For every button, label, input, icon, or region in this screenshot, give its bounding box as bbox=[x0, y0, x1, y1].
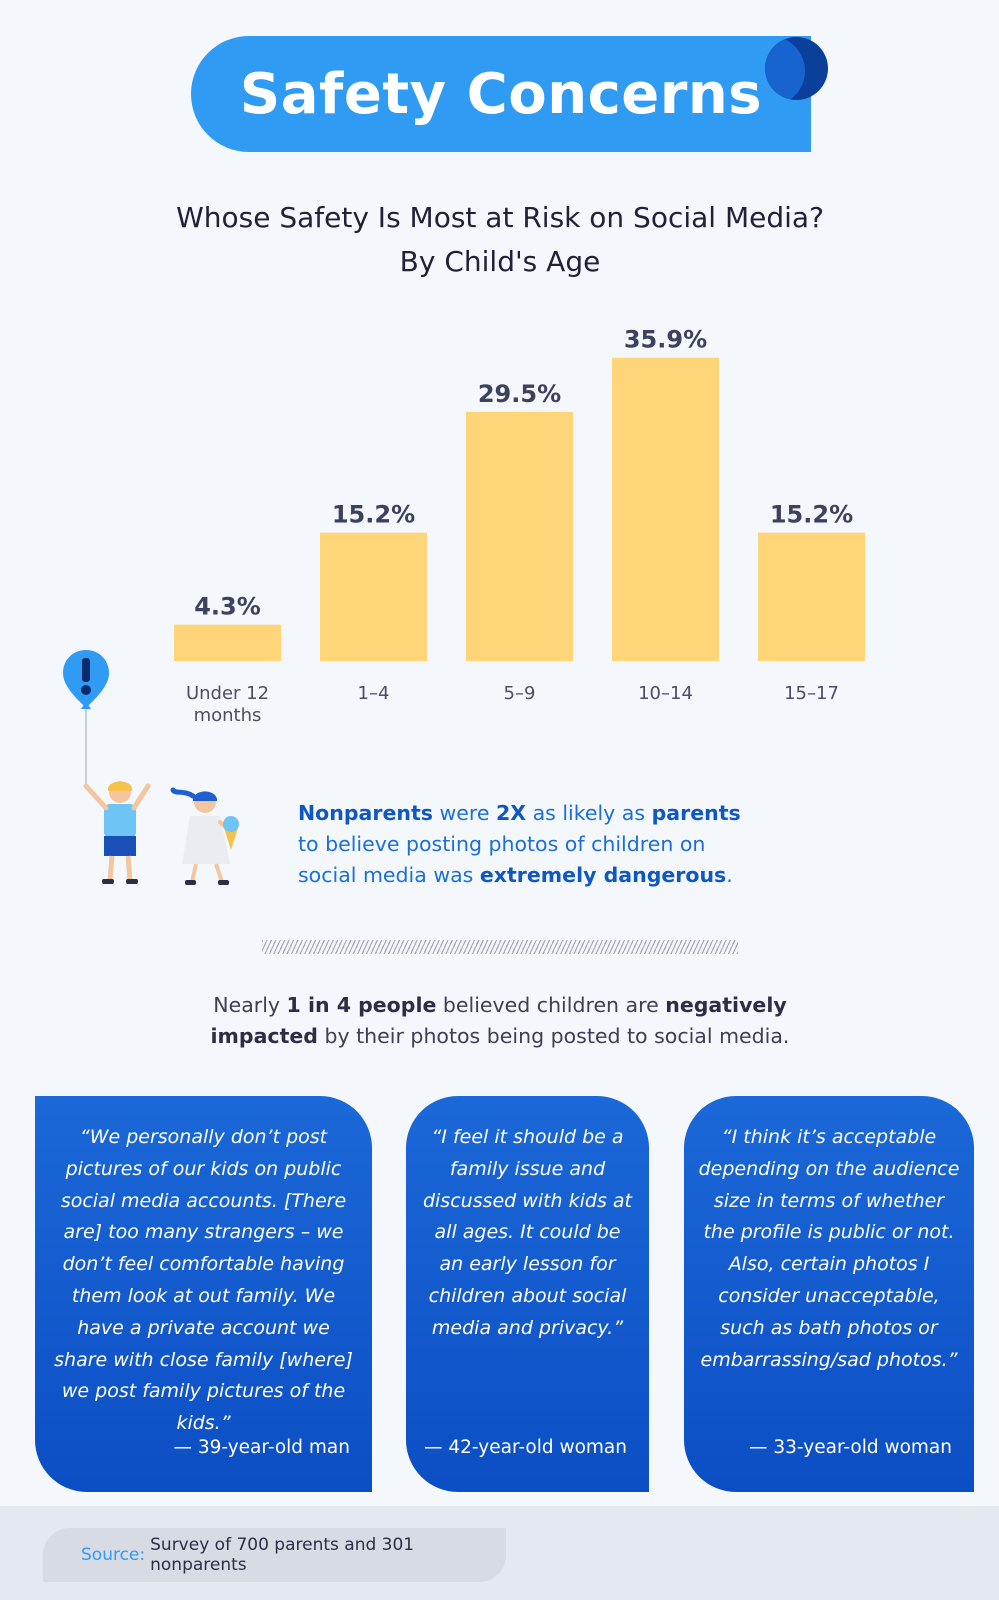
source-label: Source: bbox=[81, 1545, 146, 1565]
quote-text: “I think it’s acceptable depending on th… bbox=[698, 1126, 960, 1371]
callout-part: as likely as bbox=[526, 801, 652, 825]
quote-text: “I feel it should be a family issue and … bbox=[422, 1126, 633, 1339]
callout-text: Nonparents were 2X as likely as parents … bbox=[298, 798, 758, 891]
callout-part: Nonparents bbox=[298, 801, 433, 825]
chart-title-line2: By Child's Age bbox=[399, 245, 601, 278]
kids-illustration-icon bbox=[83, 781, 239, 885]
quote-text: “We personally don’t post pictures of ou… bbox=[54, 1126, 353, 1435]
data-label: 15.2% bbox=[332, 501, 415, 529]
bar bbox=[758, 532, 865, 661]
stat-part: negatively impacted bbox=[210, 993, 787, 1048]
chart-title-line1: Whose Safety Is Most at Risk on Social M… bbox=[176, 201, 824, 234]
quote-attribution: — 33-year-old woman bbox=[749, 1437, 952, 1458]
data-label: 15.2% bbox=[770, 501, 853, 529]
category-label: 1–4 bbox=[358, 683, 390, 704]
data-label: 35.9% bbox=[624, 326, 707, 354]
quote-attribution: — 39-year-old man bbox=[173, 1437, 350, 1458]
category-label: 10–14 bbox=[638, 683, 693, 704]
quote-card: “I think it’s acceptable depending on th… bbox=[684, 1096, 974, 1492]
source-note: Source: Survey of 700 parents and 301 no… bbox=[43, 1528, 506, 1582]
category-label: Under 12 bbox=[186, 683, 269, 704]
quote-card: “I feel it should be a family issue and … bbox=[406, 1096, 649, 1492]
stat-part: 1 in 4 people bbox=[286, 993, 437, 1017]
category-label: months bbox=[194, 705, 262, 726]
alert-balloon-icon bbox=[63, 650, 109, 786]
page-title: Safety Concerns bbox=[239, 61, 763, 127]
divider bbox=[262, 940, 738, 954]
bar bbox=[320, 532, 427, 661]
bar bbox=[174, 624, 281, 661]
callout-part: were bbox=[432, 801, 496, 825]
header-decor-circle bbox=[765, 37, 828, 100]
stat-text: Nearly 1 in 4 people believed children a… bbox=[160, 990, 840, 1052]
quote-card: “We personally don’t post pictures of ou… bbox=[35, 1096, 372, 1492]
callout-part: 2X bbox=[495, 801, 527, 825]
category-label: 15–17 bbox=[784, 683, 839, 704]
callout-part: parents bbox=[651, 801, 741, 825]
callout-part: . bbox=[726, 863, 733, 887]
data-label: 4.3% bbox=[194, 593, 261, 621]
bar bbox=[466, 411, 573, 661]
data-label: 29.5% bbox=[478, 380, 561, 408]
callout-part: extremely dangerous bbox=[479, 863, 727, 887]
stat-part: by their photos being posted to social m… bbox=[317, 1024, 790, 1048]
stat-part: Nearly bbox=[213, 993, 287, 1017]
quote-attribution: — 42-year-old woman bbox=[424, 1437, 627, 1458]
source-text: Survey of 700 parents and 301 nonparents bbox=[150, 1535, 415, 1575]
bar bbox=[612, 357, 719, 661]
stat-part: believed children are bbox=[436, 993, 666, 1017]
callout-part: to believe posting photos of children on… bbox=[298, 832, 706, 887]
category-label: 5–9 bbox=[504, 683, 536, 704]
chart-title: Whose Safety Is Most at Risk on Social M… bbox=[100, 196, 900, 284]
